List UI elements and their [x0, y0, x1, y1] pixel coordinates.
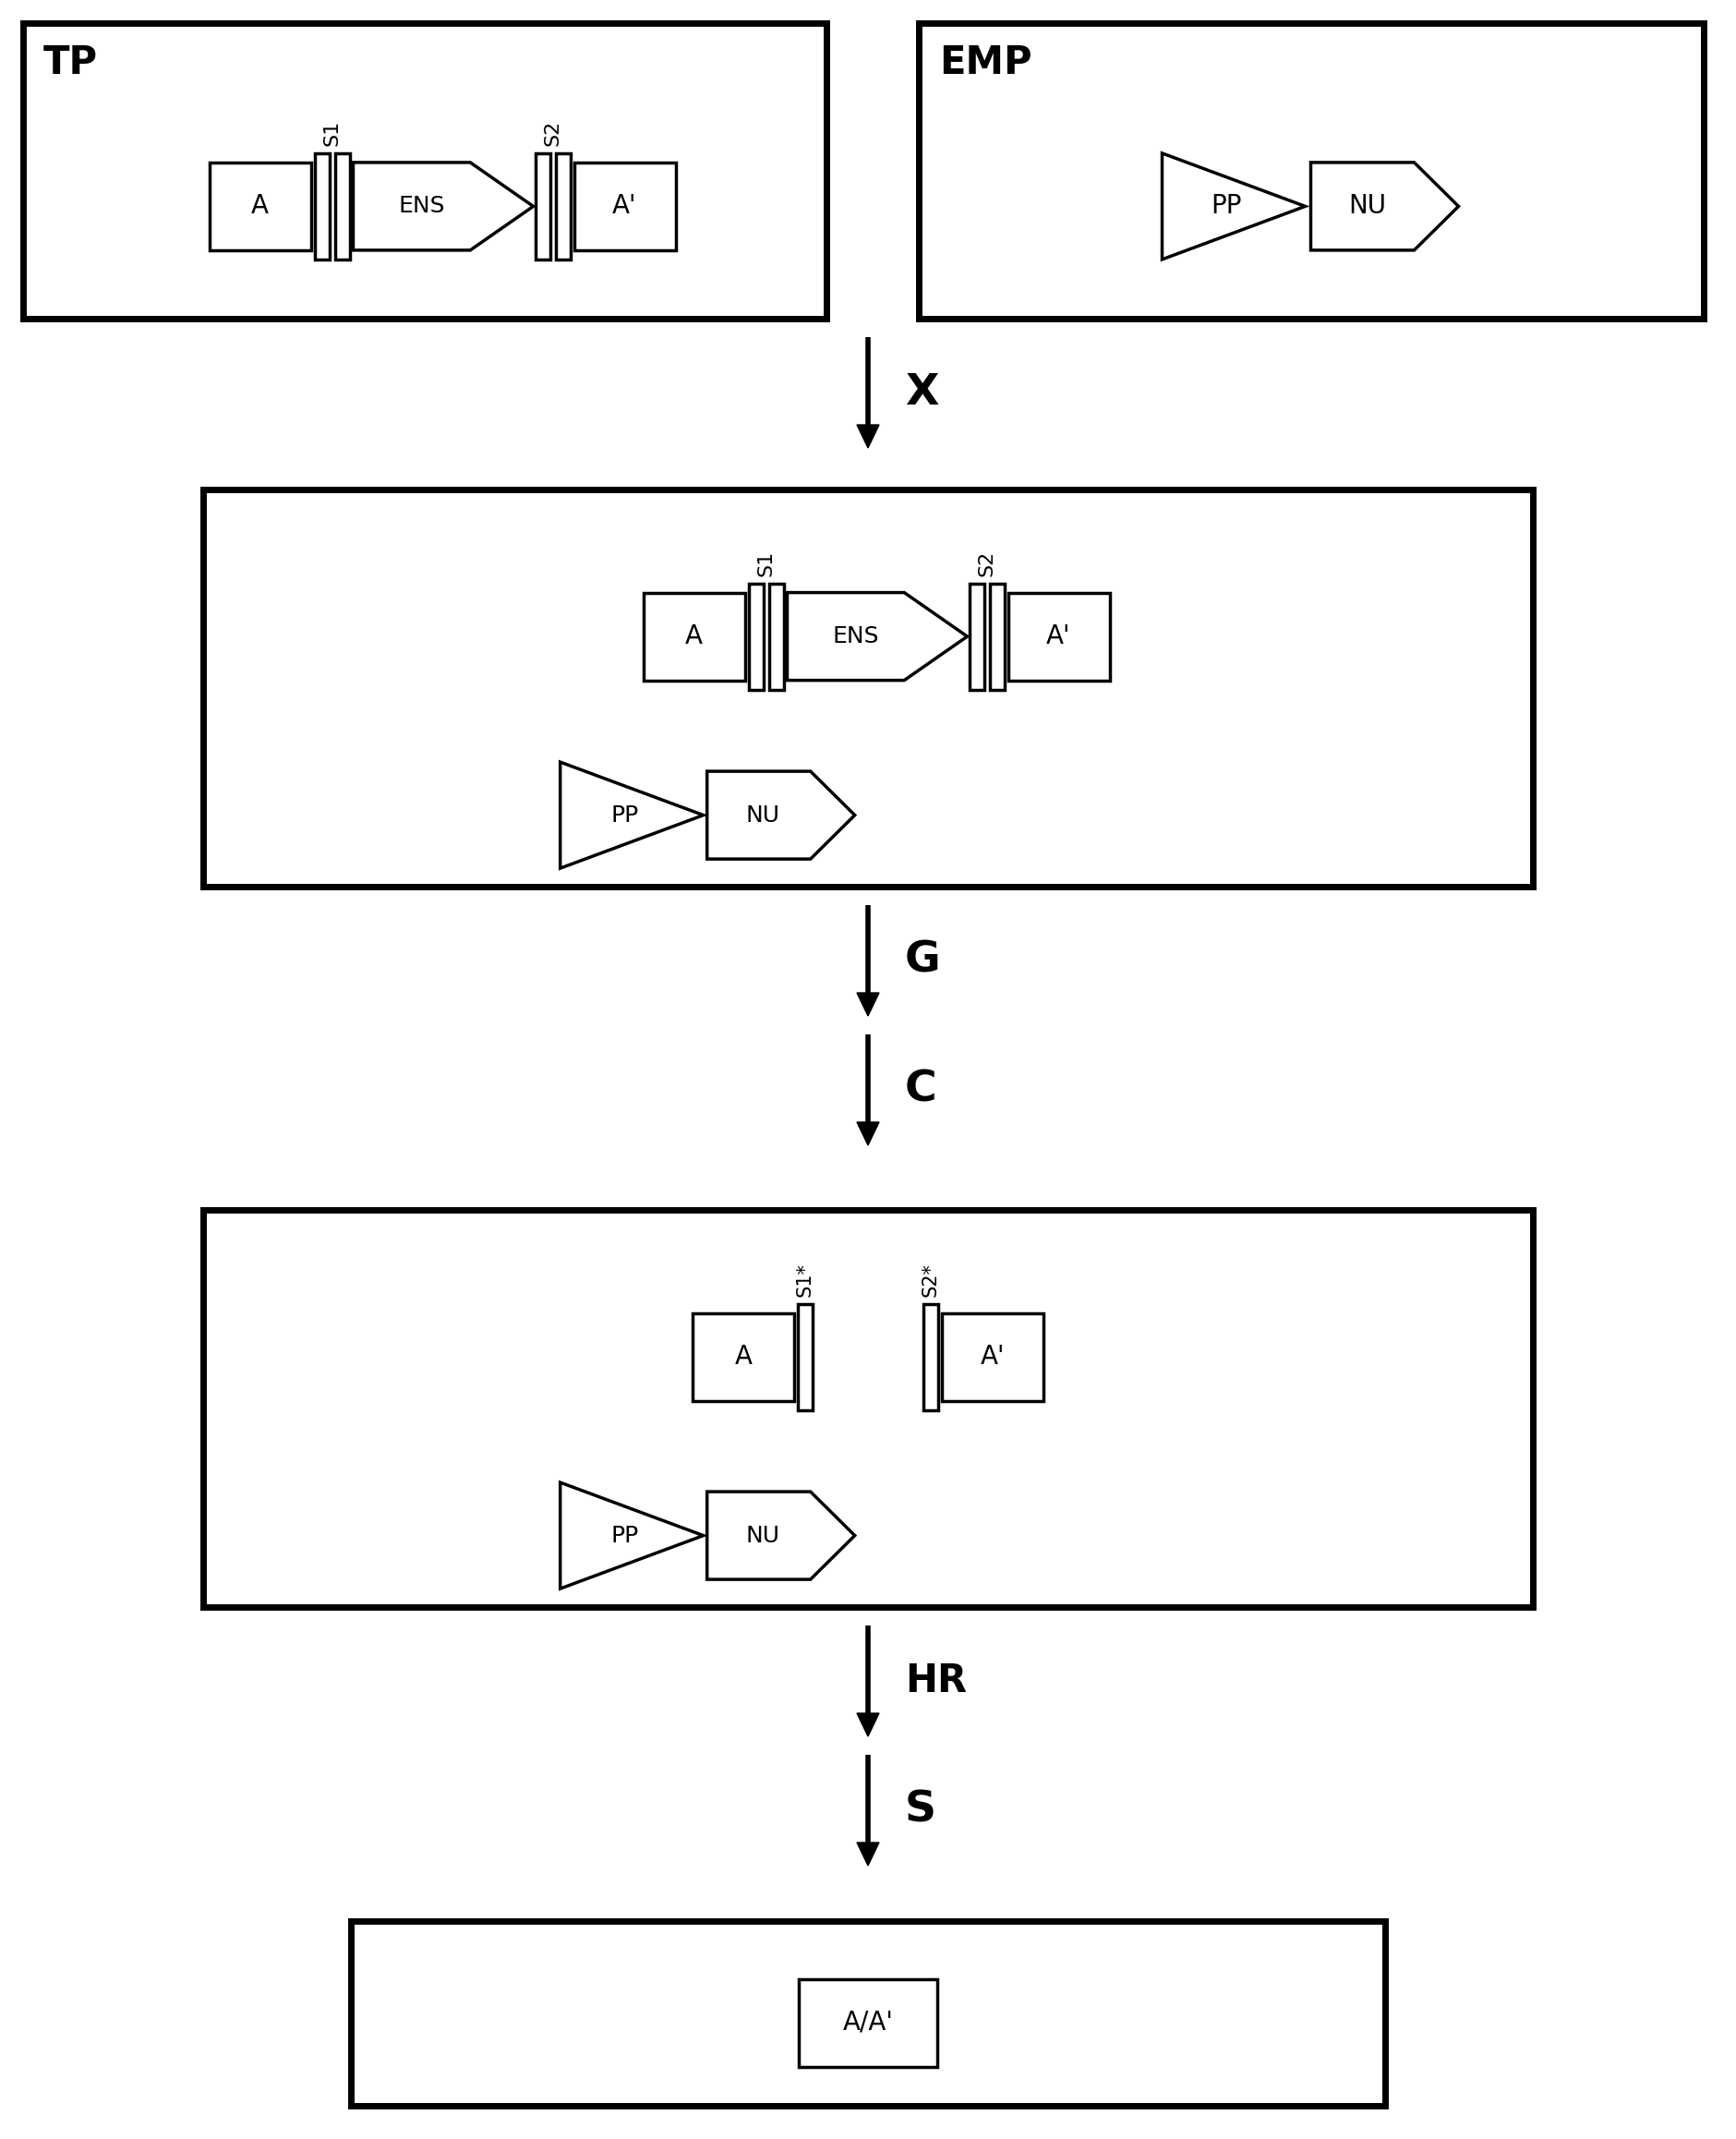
Text: S2*: S2* — [922, 1262, 939, 1296]
Text: S2: S2 — [543, 120, 562, 145]
Text: NU: NU — [746, 1525, 779, 1546]
Text: A: A — [252, 193, 269, 220]
Text: TP: TP — [43, 43, 97, 81]
Bar — [203, 490, 1533, 888]
Bar — [748, 584, 764, 689]
Polygon shape — [786, 593, 967, 680]
Text: S2: S2 — [977, 550, 996, 575]
Polygon shape — [1311, 163, 1458, 250]
Bar — [208, 163, 311, 250]
Text: PP: PP — [611, 1525, 639, 1546]
Bar — [351, 1921, 1385, 2105]
Polygon shape — [707, 772, 854, 860]
Bar — [969, 584, 984, 689]
Bar — [575, 163, 675, 250]
Polygon shape — [858, 992, 878, 1016]
Text: S1*: S1* — [797, 1262, 814, 1296]
Bar — [799, 1303, 812, 1410]
Bar — [943, 1313, 1043, 1401]
Bar — [203, 1211, 1533, 1606]
Text: A/A': A/A' — [842, 2011, 894, 2036]
Bar — [556, 154, 569, 259]
Polygon shape — [707, 1491, 854, 1579]
Text: EMP: EMP — [939, 43, 1031, 81]
Text: A': A' — [1047, 622, 1071, 650]
Bar — [1009, 593, 1109, 680]
Text: X: X — [904, 372, 939, 413]
Bar — [799, 1979, 937, 2066]
Text: A: A — [686, 622, 703, 650]
Polygon shape — [352, 163, 533, 250]
Text: G: G — [904, 939, 941, 982]
Polygon shape — [858, 1123, 878, 1144]
Text: ENS: ENS — [832, 625, 878, 648]
Text: PP: PP — [1212, 193, 1241, 220]
Text: NU: NU — [746, 804, 779, 826]
Polygon shape — [561, 761, 703, 868]
Text: A: A — [734, 1343, 752, 1369]
Text: PP: PP — [611, 804, 639, 826]
Bar — [335, 154, 349, 259]
Text: S1: S1 — [757, 550, 776, 575]
Text: A': A' — [981, 1343, 1005, 1369]
Bar — [769, 584, 783, 689]
Bar — [314, 154, 330, 259]
Text: ENS: ENS — [398, 195, 444, 218]
Text: C: C — [904, 1070, 937, 1110]
Text: S1: S1 — [323, 120, 342, 145]
Polygon shape — [1161, 154, 1305, 259]
Bar — [918, 24, 1703, 319]
Polygon shape — [858, 1713, 878, 1737]
Polygon shape — [561, 1482, 703, 1589]
Text: A': A' — [613, 193, 637, 220]
Polygon shape — [858, 426, 878, 447]
Bar — [990, 584, 1003, 689]
Text: S: S — [904, 1790, 936, 1831]
Bar — [924, 1303, 937, 1410]
Bar — [23, 24, 826, 319]
Bar — [535, 154, 550, 259]
Bar — [642, 593, 745, 680]
Bar — [693, 1313, 793, 1401]
Polygon shape — [858, 1842, 878, 1865]
Text: HR: HR — [904, 1662, 967, 1701]
Text: NU: NU — [1347, 193, 1385, 220]
